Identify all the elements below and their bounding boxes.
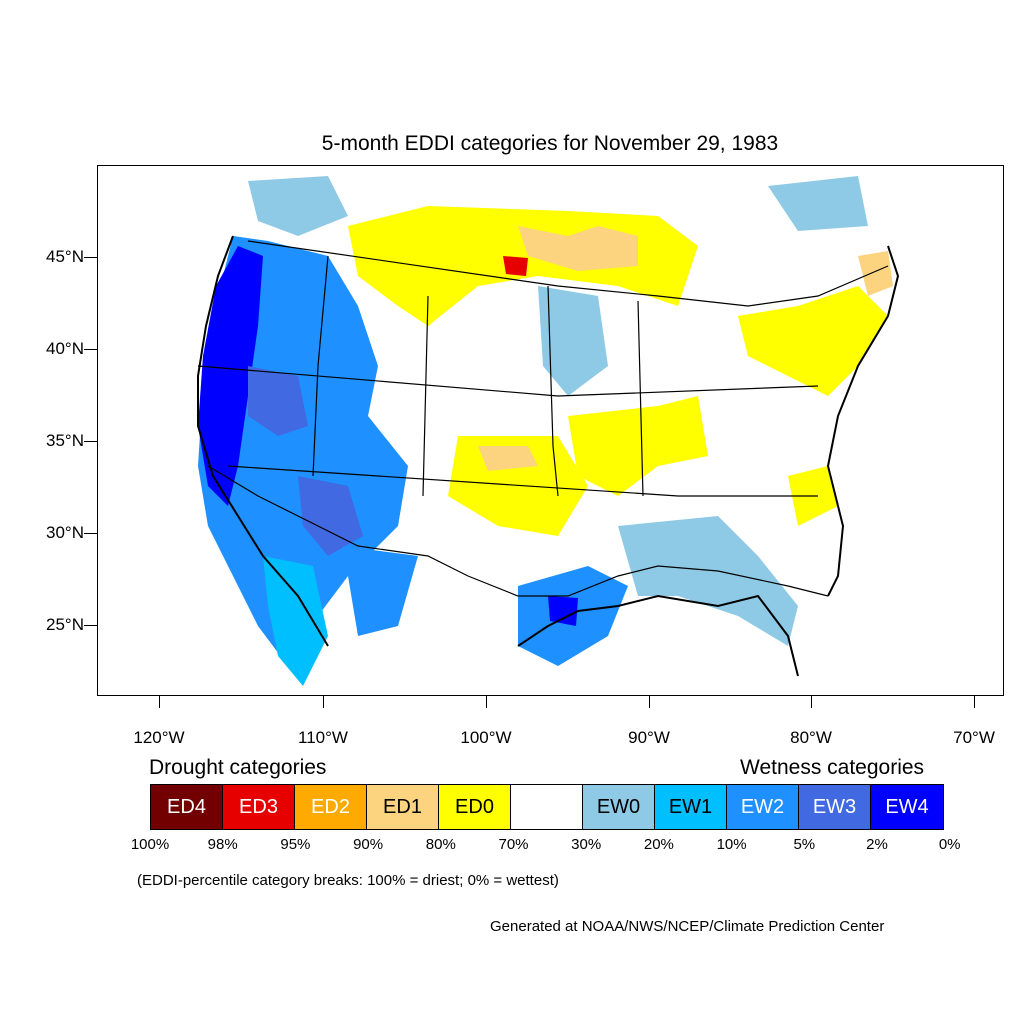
- lon-label-70: 70°W: [953, 728, 995, 747]
- lon-tick: [649, 696, 650, 708]
- legend-swatch-ew3: EW3: [799, 785, 871, 829]
- lat-tick: [84, 349, 97, 350]
- lat-tick: [84, 625, 97, 626]
- lat-label-25: 25°N: [46, 615, 84, 634]
- lat-tick: [84, 257, 97, 258]
- drought-categories-heading: Drought categories: [149, 756, 327, 779]
- lon-label-110: 110°W: [298, 728, 348, 747]
- state-borders: [197, 240, 889, 597]
- lon-label-100: 100°W: [460, 728, 512, 747]
- lon-tick: [486, 696, 487, 708]
- region-midwest-ew0: [538, 286, 608, 396]
- lon-tick: [323, 696, 324, 708]
- region-north-ed1: [518, 226, 638, 271]
- region-maine-ed1: [858, 251, 893, 296]
- credit-line: Generated at NOAA/NWS/NCEP/Climate Predi…: [490, 918, 885, 935]
- region-texas-ew4: [548, 596, 578, 626]
- region-sw-ew3: [298, 476, 363, 556]
- eddi-map: [197, 176, 900, 686]
- region-canada-ew0: [768, 176, 868, 231]
- legend-swatch-ew2: EW2: [727, 785, 799, 829]
- percent-break-label: 80%: [425, 836, 456, 853]
- map-panel: [97, 165, 1004, 696]
- region-lakes-ed0: [738, 286, 888, 396]
- legend-swatch-ew1: EW1: [655, 785, 727, 829]
- lat-label-30: 30°N: [46, 523, 84, 542]
- lon-tick: [811, 696, 812, 708]
- percent-break-label: 95%: [280, 836, 311, 853]
- region-west-canada-ew0: [248, 176, 348, 236]
- lat-label-45: 45°N: [46, 247, 84, 266]
- region-nv-ew3: [248, 366, 308, 436]
- coastline: [197, 235, 900, 677]
- percent-break-label: 30%: [571, 836, 602, 853]
- percent-break-label: 5%: [793, 836, 816, 853]
- region-mexico-ew2: [343, 546, 418, 636]
- region-south-ed1: [478, 446, 538, 471]
- map-title: 5-month EDDI categories for November 29,…: [321, 132, 779, 155]
- percent-break-label: 100%: [130, 836, 170, 853]
- legend-swatch-ed4: ED4: [151, 785, 223, 829]
- legend-swatch-ed2: ED2: [295, 785, 367, 829]
- lon-tick: [974, 696, 975, 708]
- legend-swatch-ed1: ED1: [367, 785, 439, 829]
- lat-tick: [84, 441, 97, 442]
- percent-break-label: 20%: [643, 836, 674, 853]
- legend-swatch-ed3: ED3: [223, 785, 295, 829]
- lat-label-35: 35°N: [46, 431, 84, 450]
- percent-break-label: 0%: [938, 836, 961, 853]
- legend-swatch-ew0: EW0: [583, 785, 655, 829]
- region-west-ew4: [198, 246, 263, 506]
- region-north-ed3: [503, 256, 528, 276]
- legend-swatch-neutral: [511, 785, 583, 829]
- legend-swatch-ew4: EW4: [871, 785, 943, 829]
- legend-swatch-ed0: ED0: [439, 785, 511, 829]
- percent-break-label: 98%: [207, 836, 238, 853]
- region-baja-ew1: [263, 556, 328, 686]
- lon-label-80: 80°W: [790, 728, 832, 747]
- lon-label-90: 90°W: [628, 728, 670, 747]
- percent-break-label: 90%: [353, 836, 384, 853]
- wetness-categories-heading: Wetness categories: [740, 756, 925, 779]
- region-south-ed0: [448, 436, 588, 536]
- lat-label-40: 40°N: [46, 339, 84, 358]
- lon-tick: [159, 696, 160, 708]
- percent-break-label: 70%: [498, 836, 529, 853]
- lon-label-120: 120°W: [133, 728, 185, 747]
- category-note: (EDDI-percentile category breaks: 100% =…: [137, 872, 559, 889]
- lat-tick: [84, 533, 97, 534]
- percent-break-label: 2%: [866, 836, 888, 853]
- percent-break-label: 10%: [716, 836, 747, 853]
- region-gulf-ew0: [618, 516, 798, 646]
- region-central-ed0: [568, 396, 708, 496]
- category-legend: ED4 ED3 ED2 ED1 ED0 EW0 EW1 EW2 EW3 EW4: [150, 784, 944, 830]
